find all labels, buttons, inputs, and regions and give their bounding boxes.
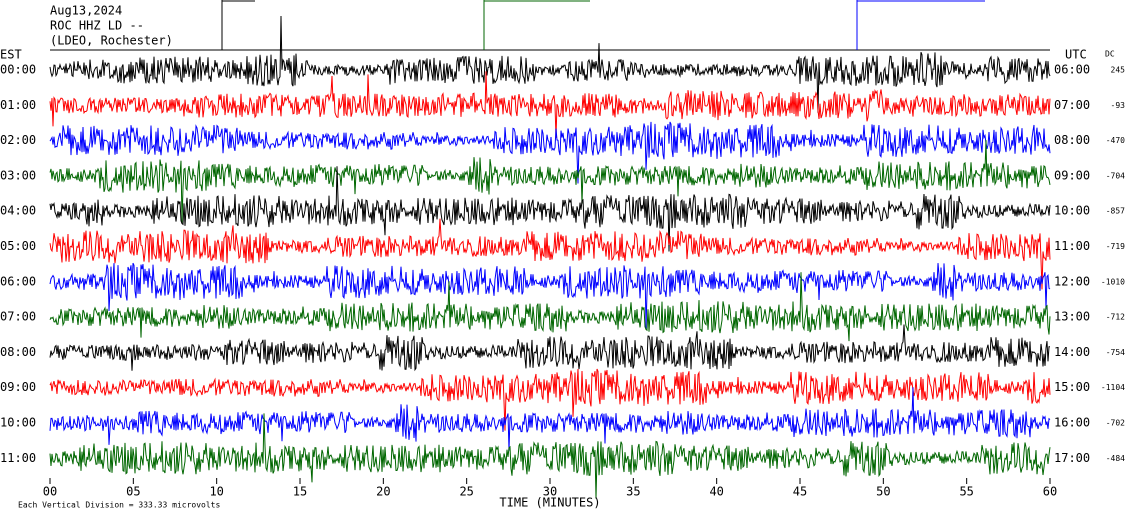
x-tick-label: 05 [126,485,140,499]
utc-label: 09:00 [1054,168,1090,182]
x-tick-label: 00 [43,485,57,499]
x-tick-label: 25 [459,485,473,499]
est-label: 00:00 [0,63,36,77]
date: Aug13,2024 [50,4,122,18]
dc-value: -704 [1106,171,1125,180]
x-axis-title: TIME (MINUTES) [499,496,600,510]
x-tick-label: 50 [876,485,890,499]
trace [49,218,1051,290]
dc-value: -470 [1106,136,1125,145]
est-label: 06:00 [0,274,36,288]
utc-label: 11:00 [1054,239,1090,253]
dc-value: -712 [1106,313,1125,322]
est-label: 01:00 [0,98,36,112]
x-tick-label: 45 [793,485,807,499]
est-label: 10:00 [0,416,36,430]
trace [49,324,1050,372]
x-tick-label: 35 [626,485,640,499]
dc-title: DC [1105,50,1115,59]
dc-value: 245 [1111,66,1126,75]
dc-value: -719 [1106,242,1125,251]
seismic-traces [49,15,1051,499]
x-tick-label: 55 [959,485,973,499]
dc-value: -93 [1111,101,1126,110]
est-label: 08:00 [0,345,36,359]
trace [49,15,1051,113]
dc-value: -857 [1106,207,1125,216]
utc-label: 13:00 [1054,310,1090,324]
dc-value: -484 [1106,454,1125,463]
left-axis-title: EST [0,48,22,62]
footer: Each Vertical Division = 333.33 microvol… [18,501,220,510]
est-label: 11:00 [0,451,36,465]
x-tick-label: 60 [1043,485,1057,499]
trace [49,121,1051,184]
utc-label: 16:00 [1054,416,1090,430]
est-label: 09:00 [0,380,36,394]
dc-value: -1010 [1101,277,1125,286]
trace [49,413,1051,499]
x-tick-label: 40 [709,485,723,499]
utc-label: 08:00 [1054,133,1090,147]
network: (LDEO, Rochester) [50,34,173,48]
station: ROC HHZ LD -- [50,19,144,33]
trace [49,166,1051,252]
est-label: 04:00 [0,204,36,218]
x-tick-label: 20 [376,485,390,499]
est-label: 07:00 [0,310,36,324]
dc-value: -702 [1106,419,1125,428]
trace [49,262,1051,329]
dc-value: -1104 [1101,383,1125,392]
utc-label: 15:00 [1054,380,1090,394]
dc-value: -754 [1106,348,1125,357]
utc-label: 12:00 [1054,274,1090,288]
trace [49,387,1051,451]
trace [49,368,1051,431]
trace [49,71,1051,138]
est-label: 03:00 [0,168,36,182]
x-tick-label: 15 [293,485,307,499]
est-label: 02:00 [0,133,36,147]
utc-label: 10:00 [1054,204,1090,218]
trace [49,272,1051,342]
utc-label: 17:00 [1054,451,1090,465]
x-tick-label: 30 [543,485,557,499]
utc-label: 07:00 [1054,98,1090,112]
est-label: 05:00 [0,239,36,253]
utc-label: 14:00 [1054,345,1090,359]
utc-label: 06:00 [1054,63,1090,77]
x-tick-label: 10 [209,485,223,499]
right-axis-title: UTC [1065,48,1087,62]
trace [49,140,1051,223]
